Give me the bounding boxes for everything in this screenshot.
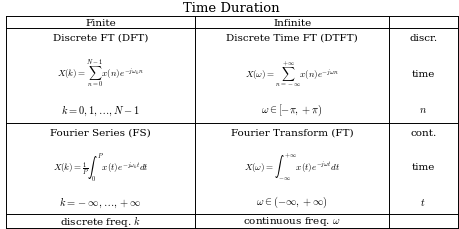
Text: $X(k) = \sum_{n=0}^{N-1} x(n)e^{-j\omega_k n}$: $X(k) = \sum_{n=0}^{N-1} x(n)e^{-j\omega… (57, 59, 144, 90)
Text: continuous freq. $\omega$: continuous freq. $\omega$ (243, 215, 340, 227)
Text: time: time (411, 70, 434, 79)
Text: $t$: $t$ (420, 196, 425, 207)
Text: Fourier Series (FS): Fourier Series (FS) (50, 128, 151, 137)
Text: Fourier Transform (FT): Fourier Transform (FT) (230, 128, 353, 137)
Text: Finite: Finite (85, 19, 116, 27)
Text: time: time (411, 163, 434, 172)
Text: $\omega \in [-\pi, +\pi)$: $\omega \in [-\pi, +\pi)$ (261, 103, 322, 118)
Text: $X(\omega) = \int_{-\infty}^{+\infty} x(t)e^{-j\omega t}dt$: $X(\omega) = \int_{-\infty}^{+\infty} x(… (244, 152, 339, 183)
Text: $k = -\infty, \ldots, +\infty$: $k = -\infty, \ldots, +\infty$ (59, 194, 141, 209)
Text: discr.: discr. (408, 34, 437, 43)
Text: $k = 0, 1, \ldots, N-1$: $k = 0, 1, \ldots, N-1$ (61, 103, 140, 117)
Text: cont.: cont. (409, 128, 436, 137)
Text: Infinite: Infinite (272, 19, 311, 27)
Text: $X(\omega) = \sum_{n=-\infty}^{+\infty} x(n)e^{-j\omega n}$: $X(\omega) = \sum_{n=-\infty}^{+\infty} … (245, 59, 338, 89)
Text: $n$: $n$ (418, 106, 426, 115)
Text: Time Duration: Time Duration (183, 2, 280, 15)
Text: discrete freq. $k$: discrete freq. $k$ (60, 213, 141, 229)
Text: $X(k) = \frac{1}{P}\int_0^{P} x(t)e^{-j\omega_k t}dt$: $X(k) = \frac{1}{P}\int_0^{P} x(t)e^{-j\… (52, 151, 148, 183)
Text: $\omega \in (-\infty, +\infty)$: $\omega \in (-\infty, +\infty)$ (256, 194, 327, 209)
Text: Discrete FT (DFT): Discrete FT (DFT) (53, 34, 148, 43)
Text: Discrete Time FT (DTFT): Discrete Time FT (DTFT) (226, 34, 357, 43)
